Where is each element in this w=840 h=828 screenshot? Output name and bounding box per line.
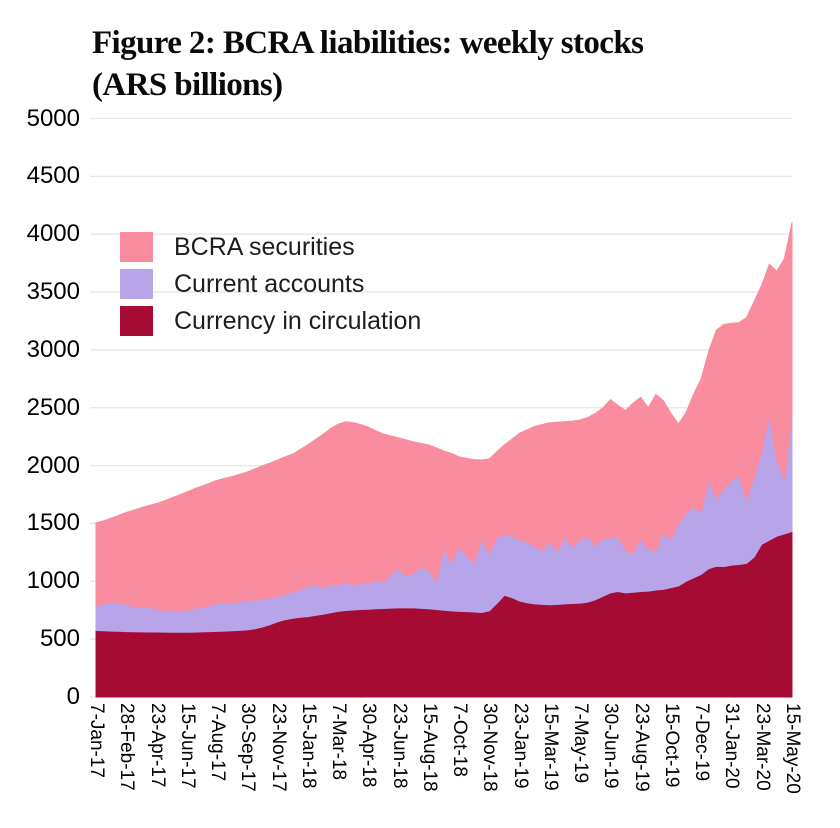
y-tick-label-4000: 4000 <box>26 220 80 248</box>
figure-title-line2: (ARS billions) <box>92 67 283 103</box>
y-tick-label-3000: 3000 <box>26 335 80 363</box>
y-tick-label-4500: 4500 <box>26 162 80 190</box>
x-tick-label-15-oct-19: 15-Oct-19 <box>660 703 682 788</box>
chart-legend: BCRA securities Current accounts Currency … <box>120 232 421 343</box>
x-tick-label-23-mar-20: 23-Mar-20 <box>751 703 773 791</box>
y-tick-label-2500: 2500 <box>26 393 80 421</box>
x-tick-label-23-apr-17: 23-Apr-17 <box>146 703 168 788</box>
legend-swatch-bcra-securities <box>120 232 153 262</box>
legend-row-bcra-securities: BCRA securities <box>120 232 421 262</box>
x-tick-label-7-dec-19: 7-Dec-19 <box>691 703 713 782</box>
x-tick-label-7-oct-18: 7-Oct-18 <box>449 703 471 777</box>
x-tick-label-30-sep-17: 30-Sep-17 <box>237 703 259 792</box>
x-tick-label-15-mar-19: 15-Mar-19 <box>539 703 561 791</box>
x-tick-label-7-aug-17: 7-Aug-17 <box>207 703 229 782</box>
x-tick-label-7-may-19: 7-May-19 <box>570 703 592 784</box>
figure-title: Figure 2: BCRA liabilities: weekly stock… <box>92 22 752 106</box>
y-tick-label-1000: 1000 <box>26 567 80 595</box>
x-tick-label-28-feb-17: 28-Feb-17 <box>116 703 138 791</box>
legend-row-currency-in-circulation: Currency in circulation <box>120 306 421 336</box>
x-tick-label-15-jun-17: 15-Jun-17 <box>176 703 198 789</box>
y-tick-label-5000: 5000 <box>26 104 80 132</box>
y-tick-label-3500: 3500 <box>26 278 80 306</box>
x-tick-label-30-apr-18: 30-Apr-18 <box>358 703 380 788</box>
legend-label-current-accounts: Current accounts <box>174 270 365 298</box>
x-tick-label-23-jun-18: 23-Jun-18 <box>388 703 410 789</box>
legend-swatch-currency-in-circulation <box>120 306 153 336</box>
figure-title-line1: Figure 2: BCRA liabilities: weekly stock… <box>92 25 644 61</box>
x-tick-label-23-jan-19: 23-Jan-19 <box>509 703 531 789</box>
x-tick-label-15-jan-18: 15-Jan-18 <box>297 703 319 789</box>
x-tick-label-15-may-20: 15-May-20 <box>782 703 803 794</box>
y-tick-label-1500: 1500 <box>26 509 80 537</box>
legend-swatch-current-accounts <box>120 269 153 299</box>
x-tick-label-31-jan-20: 31-Jan-20 <box>721 703 743 789</box>
legend-label-currency-in-circulation: Currency in circulation <box>174 307 422 335</box>
x-tick-label-30-jun-19: 30-Jun-19 <box>600 703 622 789</box>
area-bcra-securities <box>95 222 793 612</box>
x-tick-label-30-nov-18: 30-Nov-18 <box>479 703 501 792</box>
legend-label-bcra-securities: BCRA securities <box>174 233 355 261</box>
legend-row-current-accounts: Current accounts <box>120 269 421 299</box>
y-tick-label-500: 500 <box>39 625 80 653</box>
x-tick-label-23-aug-19: 23-Aug-19 <box>630 703 652 792</box>
y-tick-label-0: 0 <box>66 683 80 710</box>
x-tick-label-7-mar-18: 7-Mar-18 <box>328 703 350 781</box>
y-tick-label-2000: 2000 <box>26 451 80 479</box>
x-tick-label-7-jan-17: 7-Jan-17 <box>86 703 107 778</box>
x-tick-label-23-nov-17: 23-Nov-17 <box>267 703 289 792</box>
x-tick-label-15-aug-18: 15-Aug-18 <box>418 703 440 792</box>
